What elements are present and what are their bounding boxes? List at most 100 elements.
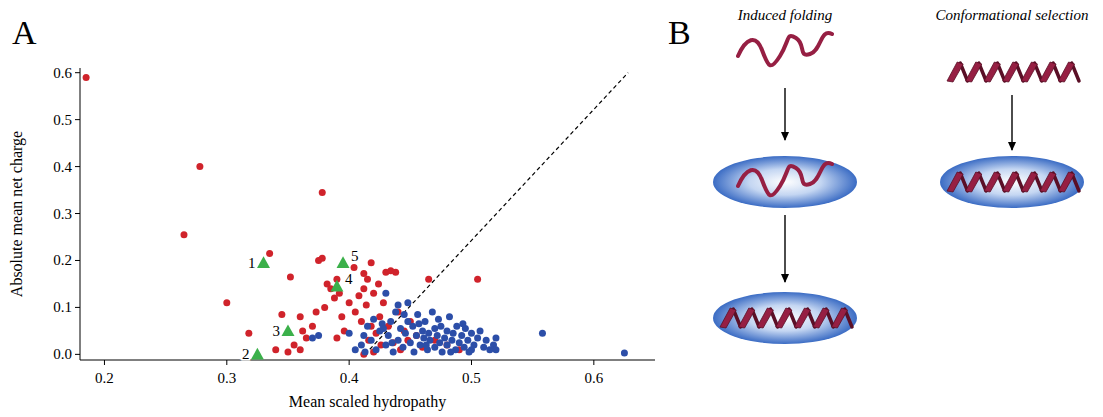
column-title: Conformational selection <box>936 7 1089 23</box>
point <box>425 330 432 337</box>
point <box>309 334 316 341</box>
point <box>299 327 306 334</box>
point <box>284 349 291 356</box>
point <box>413 332 420 339</box>
point <box>439 349 446 356</box>
panel-a: A0.00.10.20.30.40.50.60.20.30.40.50.6Mea… <box>8 14 655 411</box>
point <box>470 341 477 348</box>
triangle-point <box>257 256 270 268</box>
y-tick-label: 0.0 <box>53 346 72 362</box>
point <box>492 334 499 341</box>
point <box>447 349 454 356</box>
panel-b: BInduced foldingConformational selection <box>668 7 1088 344</box>
y-tick <box>75 213 80 214</box>
point <box>444 327 451 334</box>
point <box>313 309 320 316</box>
x-tick-label: 0.6 <box>584 370 603 386</box>
point <box>458 332 465 339</box>
panel-label: B <box>668 14 691 51</box>
point <box>388 339 395 346</box>
triangle-point <box>337 256 350 268</box>
point <box>414 311 421 318</box>
helix <box>947 62 1079 82</box>
x-tick <box>104 360 105 365</box>
point <box>392 309 399 316</box>
point <box>387 318 394 325</box>
helix-front <box>1058 62 1074 82</box>
helix-front <box>1021 62 1037 82</box>
binding-partner <box>940 156 1084 208</box>
point <box>333 334 340 341</box>
point <box>83 74 90 81</box>
point <box>390 349 397 356</box>
point <box>287 273 294 280</box>
point <box>319 189 326 196</box>
point <box>423 341 430 348</box>
unfolded-chain <box>738 163 832 195</box>
y-tick <box>75 307 80 308</box>
helix <box>720 308 852 328</box>
helix <box>947 172 1079 192</box>
helix-front <box>1003 62 1019 82</box>
point <box>351 264 358 271</box>
point <box>410 349 417 356</box>
point <box>425 276 432 283</box>
series-2 <box>251 256 350 359</box>
point <box>392 269 399 276</box>
arrow <box>784 215 785 282</box>
point <box>466 349 473 356</box>
point <box>464 337 471 344</box>
point <box>266 250 273 257</box>
point <box>409 323 416 330</box>
point <box>480 344 487 351</box>
point <box>309 323 316 330</box>
point <box>474 276 481 283</box>
point <box>373 346 380 353</box>
page: {"chart_data": { "type": "scatter", "pan… <box>0 0 1103 417</box>
y-tick-label: 0.5 <box>53 112 72 128</box>
point <box>380 325 387 332</box>
point <box>385 332 392 339</box>
point <box>364 276 371 283</box>
point <box>278 311 285 318</box>
point <box>539 330 546 337</box>
helix-front <box>739 308 755 328</box>
point <box>435 316 442 323</box>
point <box>370 290 377 297</box>
point <box>382 341 389 348</box>
binding-partner <box>713 156 857 208</box>
y-axis-title: Absolute mean net charge <box>8 131 26 297</box>
point <box>431 325 438 332</box>
point <box>477 327 484 334</box>
point <box>437 323 444 330</box>
point <box>492 346 499 353</box>
point <box>303 334 310 341</box>
y-tick <box>75 354 80 355</box>
point <box>380 299 387 306</box>
point <box>321 304 328 311</box>
binding-partner <box>713 292 857 344</box>
point <box>352 309 359 316</box>
point <box>180 231 187 238</box>
series-1 <box>309 290 628 357</box>
helix-front <box>757 308 773 328</box>
point <box>272 346 279 353</box>
helix-front <box>720 308 736 328</box>
y-tick <box>75 166 80 167</box>
x-tick-label: 0.3 <box>217 370 236 386</box>
helix-front <box>1003 172 1019 192</box>
helix-front <box>1040 62 1056 82</box>
y-tick-label: 0.1 <box>53 299 72 315</box>
point <box>395 337 402 344</box>
point <box>621 349 628 356</box>
point-label: 2 <box>242 346 250 362</box>
helix-front <box>1021 172 1037 192</box>
point <box>395 302 402 309</box>
helix-front <box>966 172 982 192</box>
arrow <box>784 88 785 140</box>
helix-front <box>984 172 1000 192</box>
point <box>291 341 298 348</box>
point <box>402 330 409 337</box>
point <box>453 323 460 330</box>
helix-front <box>1058 172 1074 192</box>
